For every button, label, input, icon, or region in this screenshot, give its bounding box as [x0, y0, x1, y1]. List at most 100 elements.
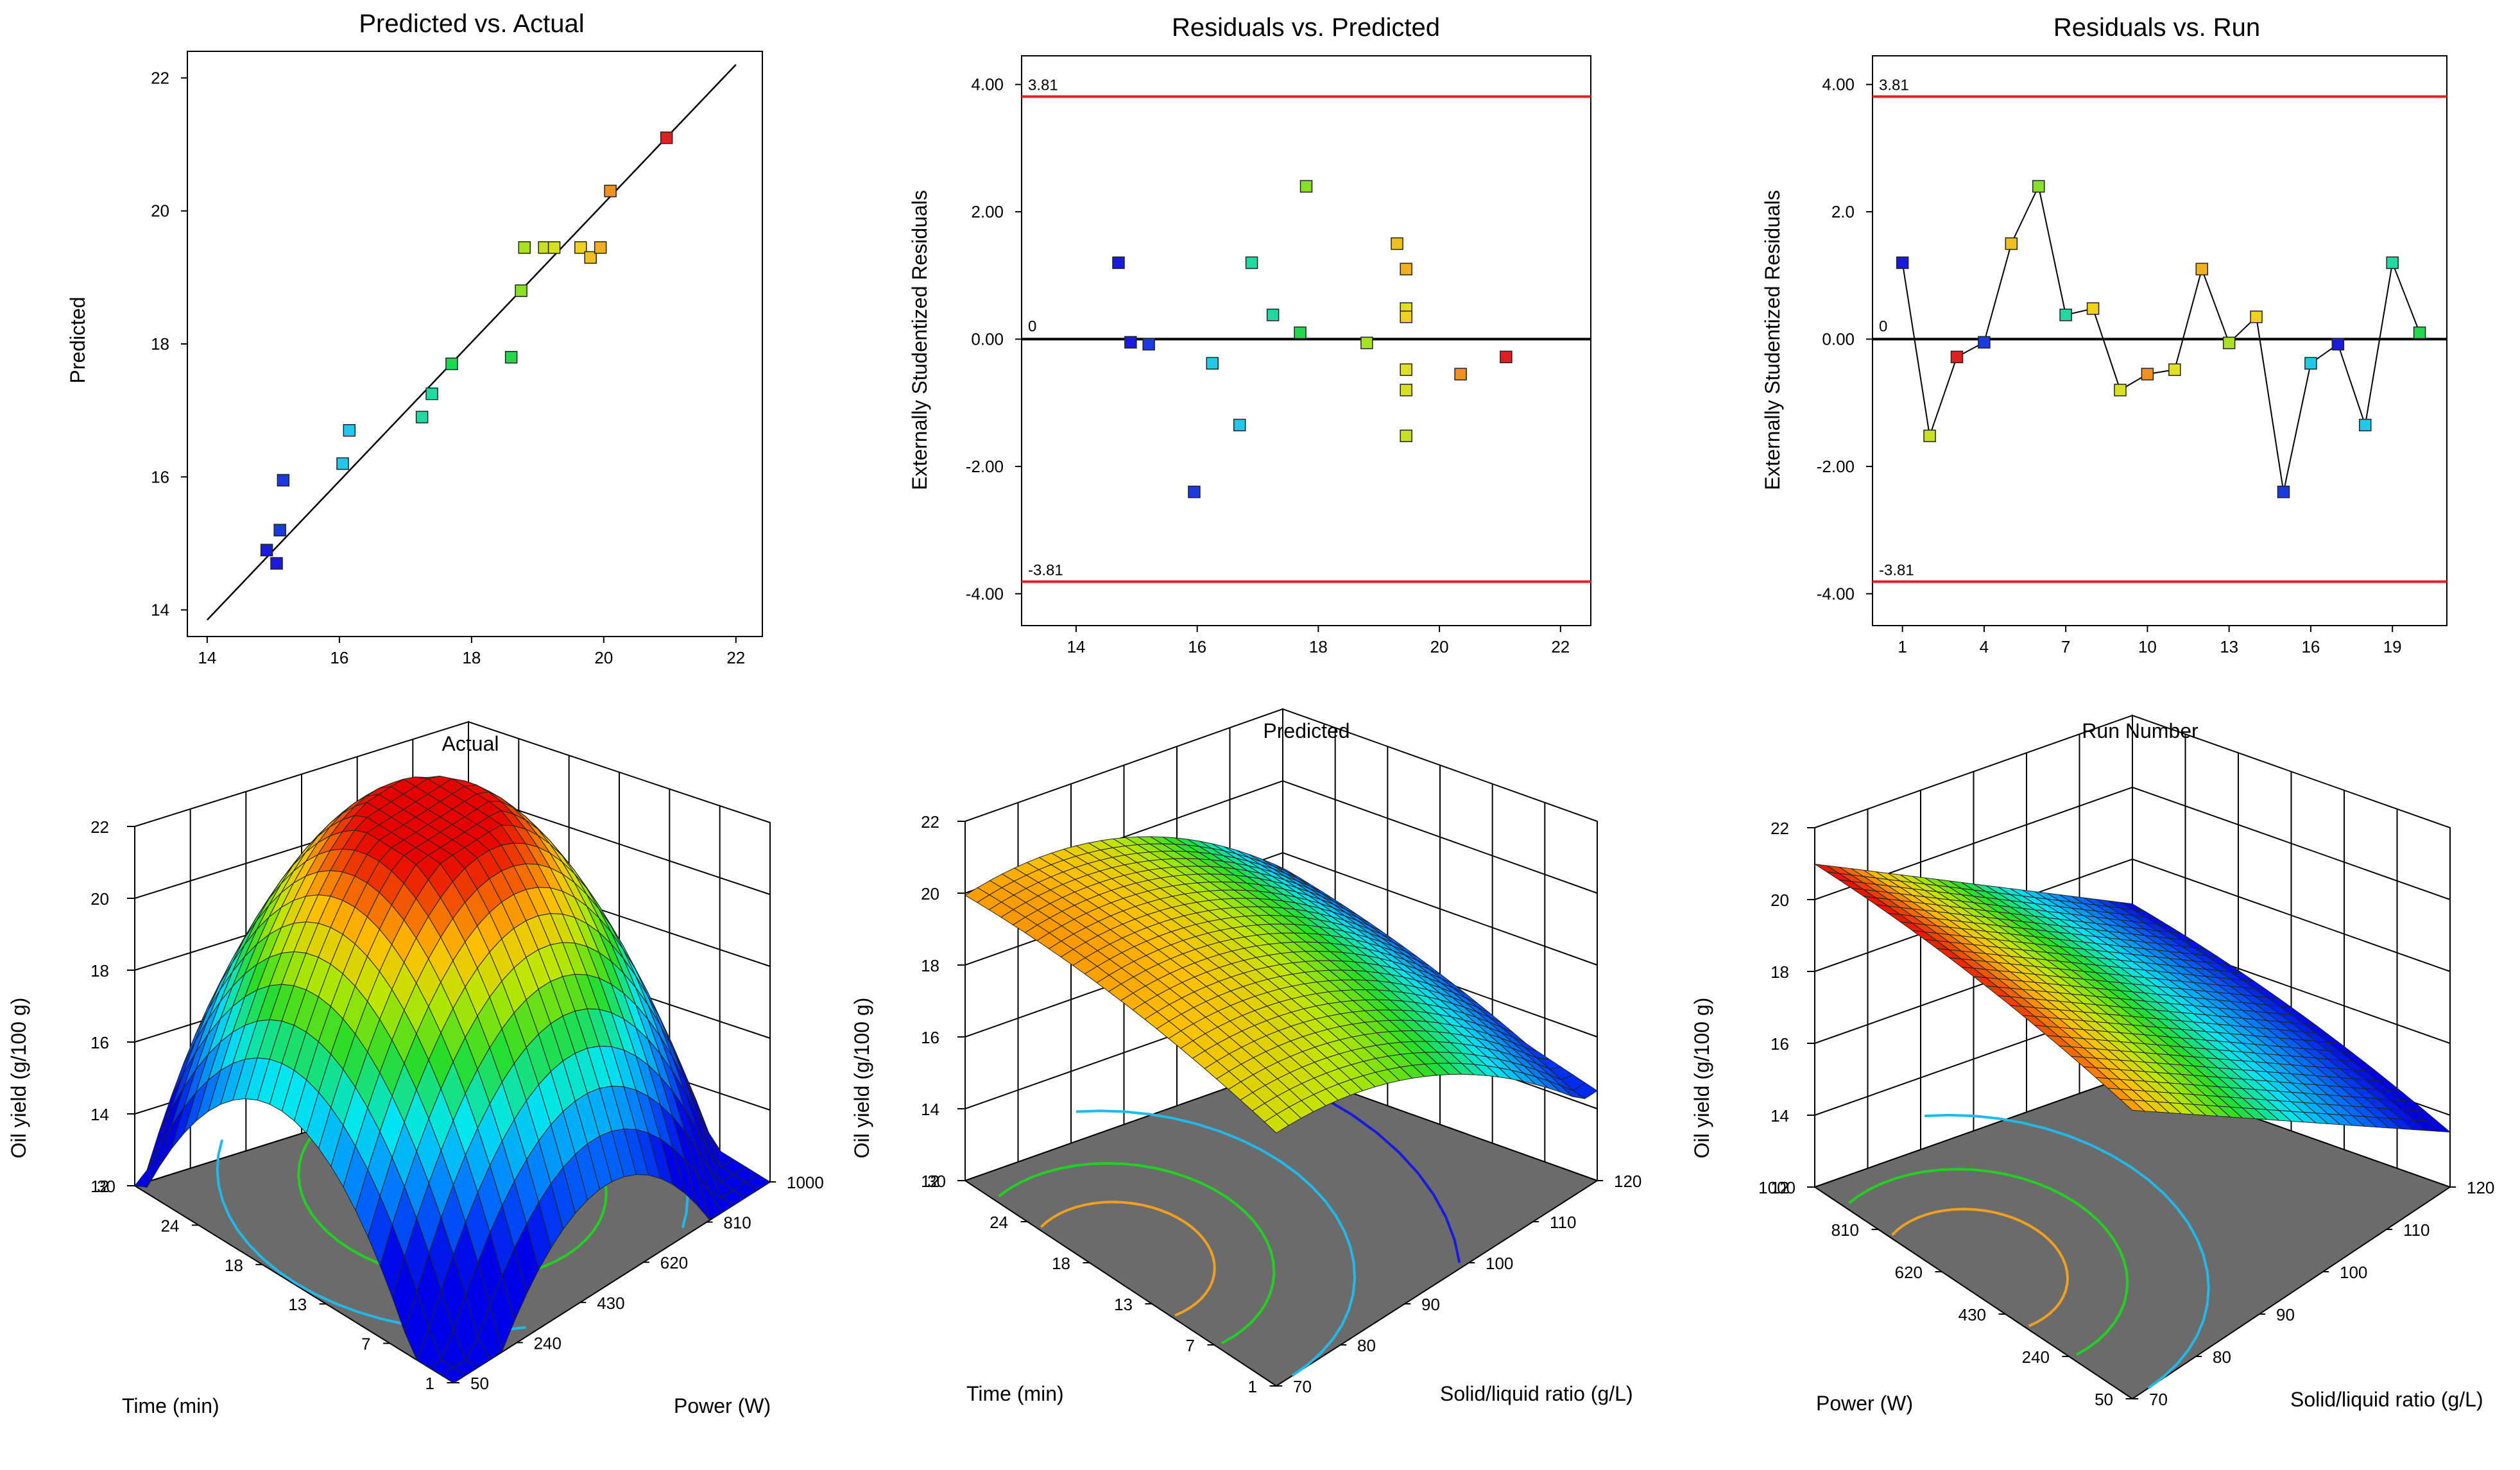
right-axis-tick-label: 120: [2467, 1178, 2494, 1197]
data-point: [504, 350, 518, 364]
plot-frame: [187, 51, 763, 637]
data-point: [1454, 368, 1467, 380]
y-tick-label: -4.00: [966, 584, 1004, 603]
data-point: [1124, 336, 1137, 349]
x-tick-label: 7: [2061, 637, 2070, 656]
z-tick-label: 14: [1770, 1106, 1789, 1125]
x-tick-label: 20: [1430, 637, 1449, 656]
data-point: [1923, 429, 1936, 443]
x-tick-label: 10: [2138, 637, 2157, 656]
left-axis-tick-label: 7: [1186, 1336, 1195, 1355]
surface-patch: [1264, 1113, 1290, 1134]
surface-chart-power-ratio: Run Number Oil yield (g/100 g) Power (W)…: [1690, 714, 2494, 1415]
data-point: [2032, 180, 2045, 193]
floor-contour: [1891, 1224, 1905, 1236]
lower-limit-label: -3.81: [1879, 562, 1914, 579]
data-point: [425, 387, 438, 400]
z-tick-label: 20: [90, 889, 109, 909]
left-axis-tick-label: 30: [97, 1177, 116, 1196]
z-tick-label: 12: [921, 1172, 939, 1191]
chart-residuals-vs-predicted: Residuals vs. Predicted Externally Stude…: [908, 13, 1591, 656]
right-axis-tick-label: 110: [2403, 1220, 2430, 1240]
y-axis-label: Externally Studentized Residuals: [1761, 190, 1784, 490]
data-point: [2195, 262, 2208, 276]
data-point: [343, 423, 356, 437]
surface-chart-time-power: Actual Oil yield (g/100 g) Time (min) Po…: [7, 721, 824, 1417]
data-point: [518, 241, 531, 254]
left-axis-tick-label: 430: [1959, 1305, 1986, 1324]
surface-patch: [2119, 1098, 2146, 1112]
right-axis-tick-label: 100: [1486, 1254, 1513, 1273]
right-axis-tick-label: 80: [1357, 1336, 1376, 1355]
zero-label: 0: [1879, 318, 1887, 336]
chart-predicted-vs-actual: Predicted vs. Actual Predicted 14 16 18 20 2…: [66, 10, 763, 667]
data-point: [415, 411, 429, 423]
z-tick-label: 22: [921, 812, 939, 832]
z-axis-label: Oil yield (g/100 g): [1690, 998, 1713, 1159]
floor-contour: [1040, 1216, 1054, 1228]
y-tick-label: -4.00: [1817, 584, 1855, 603]
plot-frame: [1021, 55, 1591, 626]
z-tick-label: 12: [1770, 1178, 1789, 1197]
right-axis-tick-label: 90: [1421, 1295, 1440, 1314]
z-tick-label: 14: [921, 1100, 939, 1119]
left-axis-label: Time (min): [122, 1394, 219, 1417]
data-point: [1299, 180, 1313, 193]
x-tick-label: 18: [462, 648, 481, 667]
surface-mesh: [134, 776, 771, 1383]
left-axis-tick-label: 7: [361, 1335, 370, 1354]
data-point: [2386, 256, 2399, 269]
surface-mesh: [1814, 864, 2451, 1133]
right-axis-tick-label: 810: [723, 1213, 751, 1233]
x-tick-label: 1: [1898, 637, 1907, 656]
data-point: [1266, 309, 1280, 321]
zero-label: 0: [1028, 318, 1036, 336]
plot-frame: [1872, 55, 2447, 626]
y-tick-label: 16: [151, 467, 169, 486]
left-axis-label: Power (W): [1816, 1392, 1913, 1415]
chart-title: Predicted: [1263, 719, 1350, 742]
left-axis-tick-label: 18: [1052, 1254, 1070, 1273]
left-axis-tick-label: 50: [2095, 1390, 2113, 1409]
x-tick-label: 13: [2220, 637, 2238, 656]
y-tick-label: -2.00: [1817, 457, 1855, 476]
x-tick-label: 22: [1551, 637, 1570, 656]
x-tick-label: 16: [1188, 637, 1206, 656]
data-point: [547, 241, 561, 254]
floor-contour: [1008, 1162, 1276, 1345]
data-point: [2086, 302, 2100, 315]
y-tick-label: 0.00: [971, 330, 1004, 349]
left-axis-tick-label: 30: [927, 1172, 946, 1191]
right-axis-label: Solid/liquid ratio (g/L): [1440, 1382, 1633, 1405]
data-point: [2222, 336, 2236, 350]
data-point: [2277, 485, 2290, 499]
data-point: [1400, 429, 1412, 443]
data-point: [270, 557, 283, 570]
data-point: [604, 184, 617, 198]
z-axis-label: Oil yield (g/100 g): [850, 998, 873, 1159]
z-tick-label: 18: [90, 961, 109, 980]
lower-limit-label: -3.81: [1028, 562, 1063, 579]
z-tick-label: 20: [1770, 891, 1789, 910]
right-axis-tick-label: 110: [1550, 1213, 1576, 1232]
data-point: [1112, 256, 1125, 269]
left-axis-tick-label: 1: [1248, 1377, 1257, 1396]
data-point: [273, 524, 286, 536]
data-point: [2005, 237, 2018, 250]
y-tick-label: 14: [151, 601, 169, 620]
right-axis-tick-label: 620: [660, 1253, 688, 1272]
data-point: [1400, 384, 1412, 397]
y-tick-label: 4.00: [971, 75, 1004, 94]
right-axis-tick-label: 1000: [787, 1173, 824, 1192]
x-tick-label: 14: [198, 648, 216, 667]
x-tick-label: 18: [1309, 637, 1328, 656]
data-point: [1978, 336, 1991, 349]
y-tick-label: 20: [151, 201, 169, 221]
left-axis-tick-label: 1: [425, 1374, 434, 1393]
chart-title: Run Number: [2082, 719, 2199, 742]
chart-title: Predicted vs. Actual: [359, 10, 584, 38]
left-axis-tick-label: 18: [225, 1256, 243, 1275]
floor-contour: [1076, 1109, 1357, 1377]
y-tick-label: 18: [151, 334, 169, 354]
data-point: [2413, 326, 2426, 339]
